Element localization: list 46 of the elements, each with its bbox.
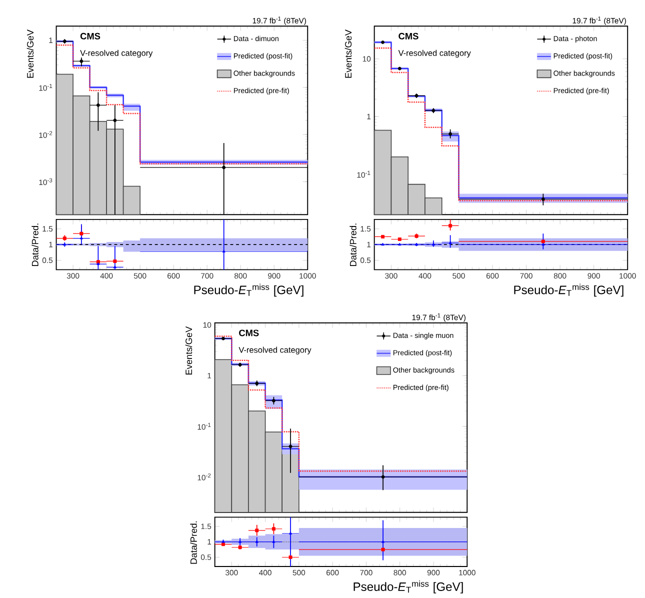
annotation: CMS bbox=[80, 32, 100, 40]
annotation: CMS bbox=[239, 330, 259, 336]
annotation: V-resolved category bbox=[80, 50, 153, 58]
point bbox=[272, 540, 276, 543]
point bbox=[113, 118, 117, 122]
point bbox=[448, 241, 452, 244]
point bbox=[381, 234, 385, 238]
point bbox=[541, 240, 545, 243]
y-axis-title: Events/GeV bbox=[344, 29, 352, 78]
y-axis-title: Events/GeV bbox=[185, 326, 192, 374]
point bbox=[381, 540, 385, 543]
point bbox=[80, 236, 83, 240]
point bbox=[448, 224, 452, 228]
point bbox=[222, 166, 226, 170]
point bbox=[398, 237, 402, 241]
y-axis-title: Data/Pred. bbox=[350, 224, 356, 266]
point bbox=[255, 540, 258, 543]
point bbox=[542, 242, 545, 246]
annotation: V-resolved category bbox=[238, 346, 312, 354]
point bbox=[448, 132, 452, 136]
point bbox=[113, 265, 116, 268]
point bbox=[80, 232, 84, 236]
annotation: CMS bbox=[398, 32, 418, 40]
point bbox=[381, 475, 385, 478]
y-axis-title: Data/Pred. bbox=[32, 224, 38, 266]
y-axis-title: Events/GeV bbox=[26, 29, 34, 78]
point bbox=[381, 548, 385, 552]
point bbox=[541, 197, 545, 201]
y-axis-title: Data/Pred. bbox=[190, 521, 197, 564]
point bbox=[222, 250, 226, 252]
point bbox=[432, 242, 435, 246]
point bbox=[96, 262, 100, 265]
point bbox=[80, 59, 84, 63]
point bbox=[288, 444, 292, 448]
point bbox=[272, 526, 276, 530]
point bbox=[288, 532, 292, 534]
point bbox=[238, 540, 242, 543]
x-axis-title: Pseudo-E$_{T}$$^{miss}$ [GeV] bbox=[354, 580, 463, 594]
point bbox=[272, 398, 276, 402]
point bbox=[96, 103, 100, 107]
point bbox=[288, 555, 292, 559]
annotation: V-resolved category bbox=[398, 50, 471, 58]
point bbox=[255, 528, 259, 532]
x-axis-title: Pseudo-E$_{T}$$^{miss}$ [GeV] bbox=[194, 284, 304, 296]
x-axis-title: Pseudo-E$_{T}$$^{miss}$ [GeV] bbox=[514, 284, 624, 296]
point bbox=[113, 259, 117, 263]
